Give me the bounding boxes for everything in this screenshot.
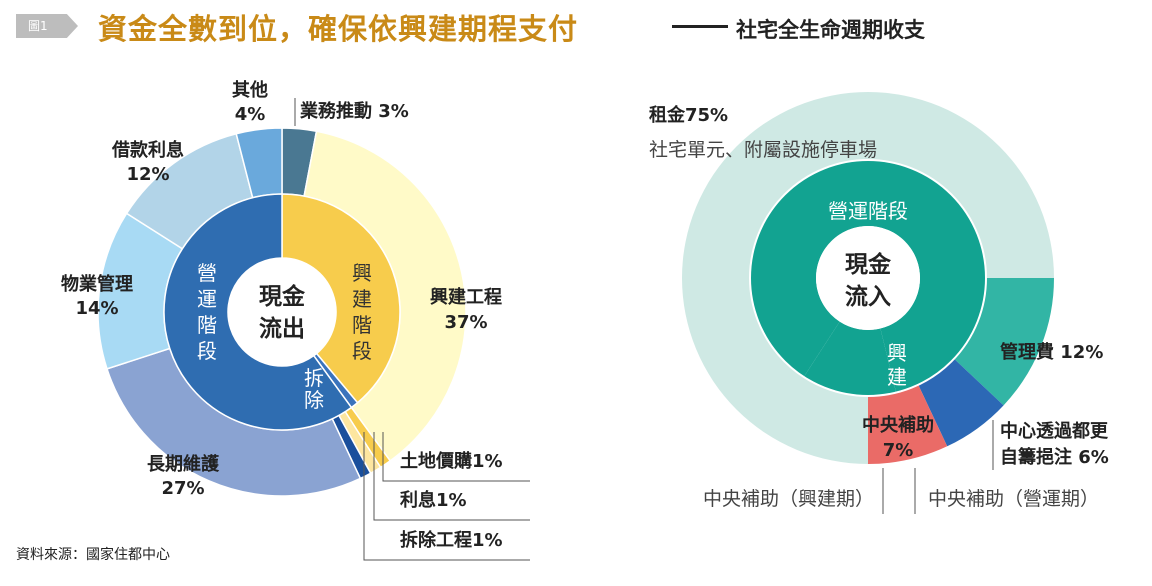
outflow-label-name-7: 借款利息 xyxy=(111,139,184,161)
inflow-label-name-0: 管理費 12% xyxy=(1000,341,1103,363)
title-dash xyxy=(672,25,728,28)
inflow-outer-slice-3 xyxy=(682,92,1054,464)
outflow-leader-2 xyxy=(382,432,530,482)
outflow-label-name-1: 興建工程 xyxy=(430,286,502,308)
inflow-callout-construction: 中央補助（興建期） xyxy=(703,488,874,510)
outflow-inner-label-0-1: 建 xyxy=(352,287,372,311)
inflow-outer-slice-0 xyxy=(954,278,1054,406)
outflow-label-name-2: 土地價購1% xyxy=(400,450,503,472)
outflow-label-name-8: 其他 xyxy=(232,79,268,101)
inflow-label-name-1a: 中心透過都更 xyxy=(1000,420,1109,442)
outflow-leader-4 xyxy=(363,432,530,561)
outflow-label-value-7: 12% xyxy=(126,164,169,185)
outflow-label-name-4: 拆除工程1% xyxy=(400,529,503,551)
outflow-label-value-8: 4% xyxy=(235,104,266,125)
outflow-inner-label-2-1: 運 xyxy=(197,287,217,311)
inflow-callout-operation: 中央補助（營運期） xyxy=(928,488,1099,510)
outflow-label-value-1: 37% xyxy=(444,312,487,333)
outflow-inner-label-2-3: 段 xyxy=(197,339,217,363)
outflow-center-hole xyxy=(228,258,336,366)
inflow-label-sub-3: 社宅單元、附屬設施停車場 xyxy=(649,139,877,161)
header: 圖1 資金全數到位，確保依興建期程支付 社宅全生命週期收支 xyxy=(0,0,1152,56)
inflow-inner-slice-0 xyxy=(750,160,986,393)
outflow-label-value-6: 14% xyxy=(75,298,118,319)
outflow-leader-3 xyxy=(373,432,530,521)
inflow-center-label-1: 現金 xyxy=(845,251,892,278)
inflow-inner-label-0: 營運階段 xyxy=(828,199,908,223)
outflow-inner-slice-0 xyxy=(281,193,401,404)
inflow-center-label-2: 流入 xyxy=(845,283,891,310)
source-note: 資料來源：國家住都中心 xyxy=(16,547,170,563)
outflow-inner-label-0-3: 段 xyxy=(352,339,372,363)
inflow-label-name-1b: 自籌挹注 6% xyxy=(1000,446,1109,468)
figure-badge: 圖1 xyxy=(16,14,78,38)
outflow-center-label-2: 流出 xyxy=(259,315,305,342)
outflow-inner-label-1-1: 除 xyxy=(304,388,324,412)
outflow-label-name-0: 業務推動 3% xyxy=(299,100,409,122)
inflow-label-name-2: 中央補助 xyxy=(862,414,934,436)
outflow-inner-label-2-0: 營 xyxy=(197,261,217,285)
inflow-outer-slice-2 xyxy=(868,384,948,464)
outflow-inner-label-1-0: 拆 xyxy=(304,366,324,390)
outflow-inner-slice-2 xyxy=(163,193,353,431)
chart-subtitle: 社宅全生命週期收支 xyxy=(736,18,925,42)
inflow-label-name-3: 租金75% xyxy=(649,104,728,126)
outflow-inner-label-0-0: 興 xyxy=(352,261,372,285)
outflow-center-label-1: 現金 xyxy=(259,283,306,310)
outflow-inner-label-0-2: 階 xyxy=(352,313,372,337)
outflow-label-name-6: 物業管理 xyxy=(61,273,133,295)
chart-title: 資金全數到位，確保依興建期程支付 xyxy=(98,12,579,46)
inflow-label-value-2: 7% xyxy=(883,440,914,461)
outflow-label-name-5: 長期維護 xyxy=(147,453,220,475)
inflow-outer-slice-1 xyxy=(918,358,1004,447)
inflow-inner-label-1-0: 興 xyxy=(887,341,907,365)
outflow-label-name-3: 利息1% xyxy=(400,489,467,511)
inflow-inner-border xyxy=(749,159,987,397)
inflow-inner-slice-1 xyxy=(803,321,897,396)
outflow-inner-label-2-2: 階 xyxy=(197,313,217,337)
outflow-label-value-5: 27% xyxy=(161,478,204,499)
inflow-inner-label-1-1: 建 xyxy=(887,365,907,389)
inflow-center-hole xyxy=(816,226,920,330)
